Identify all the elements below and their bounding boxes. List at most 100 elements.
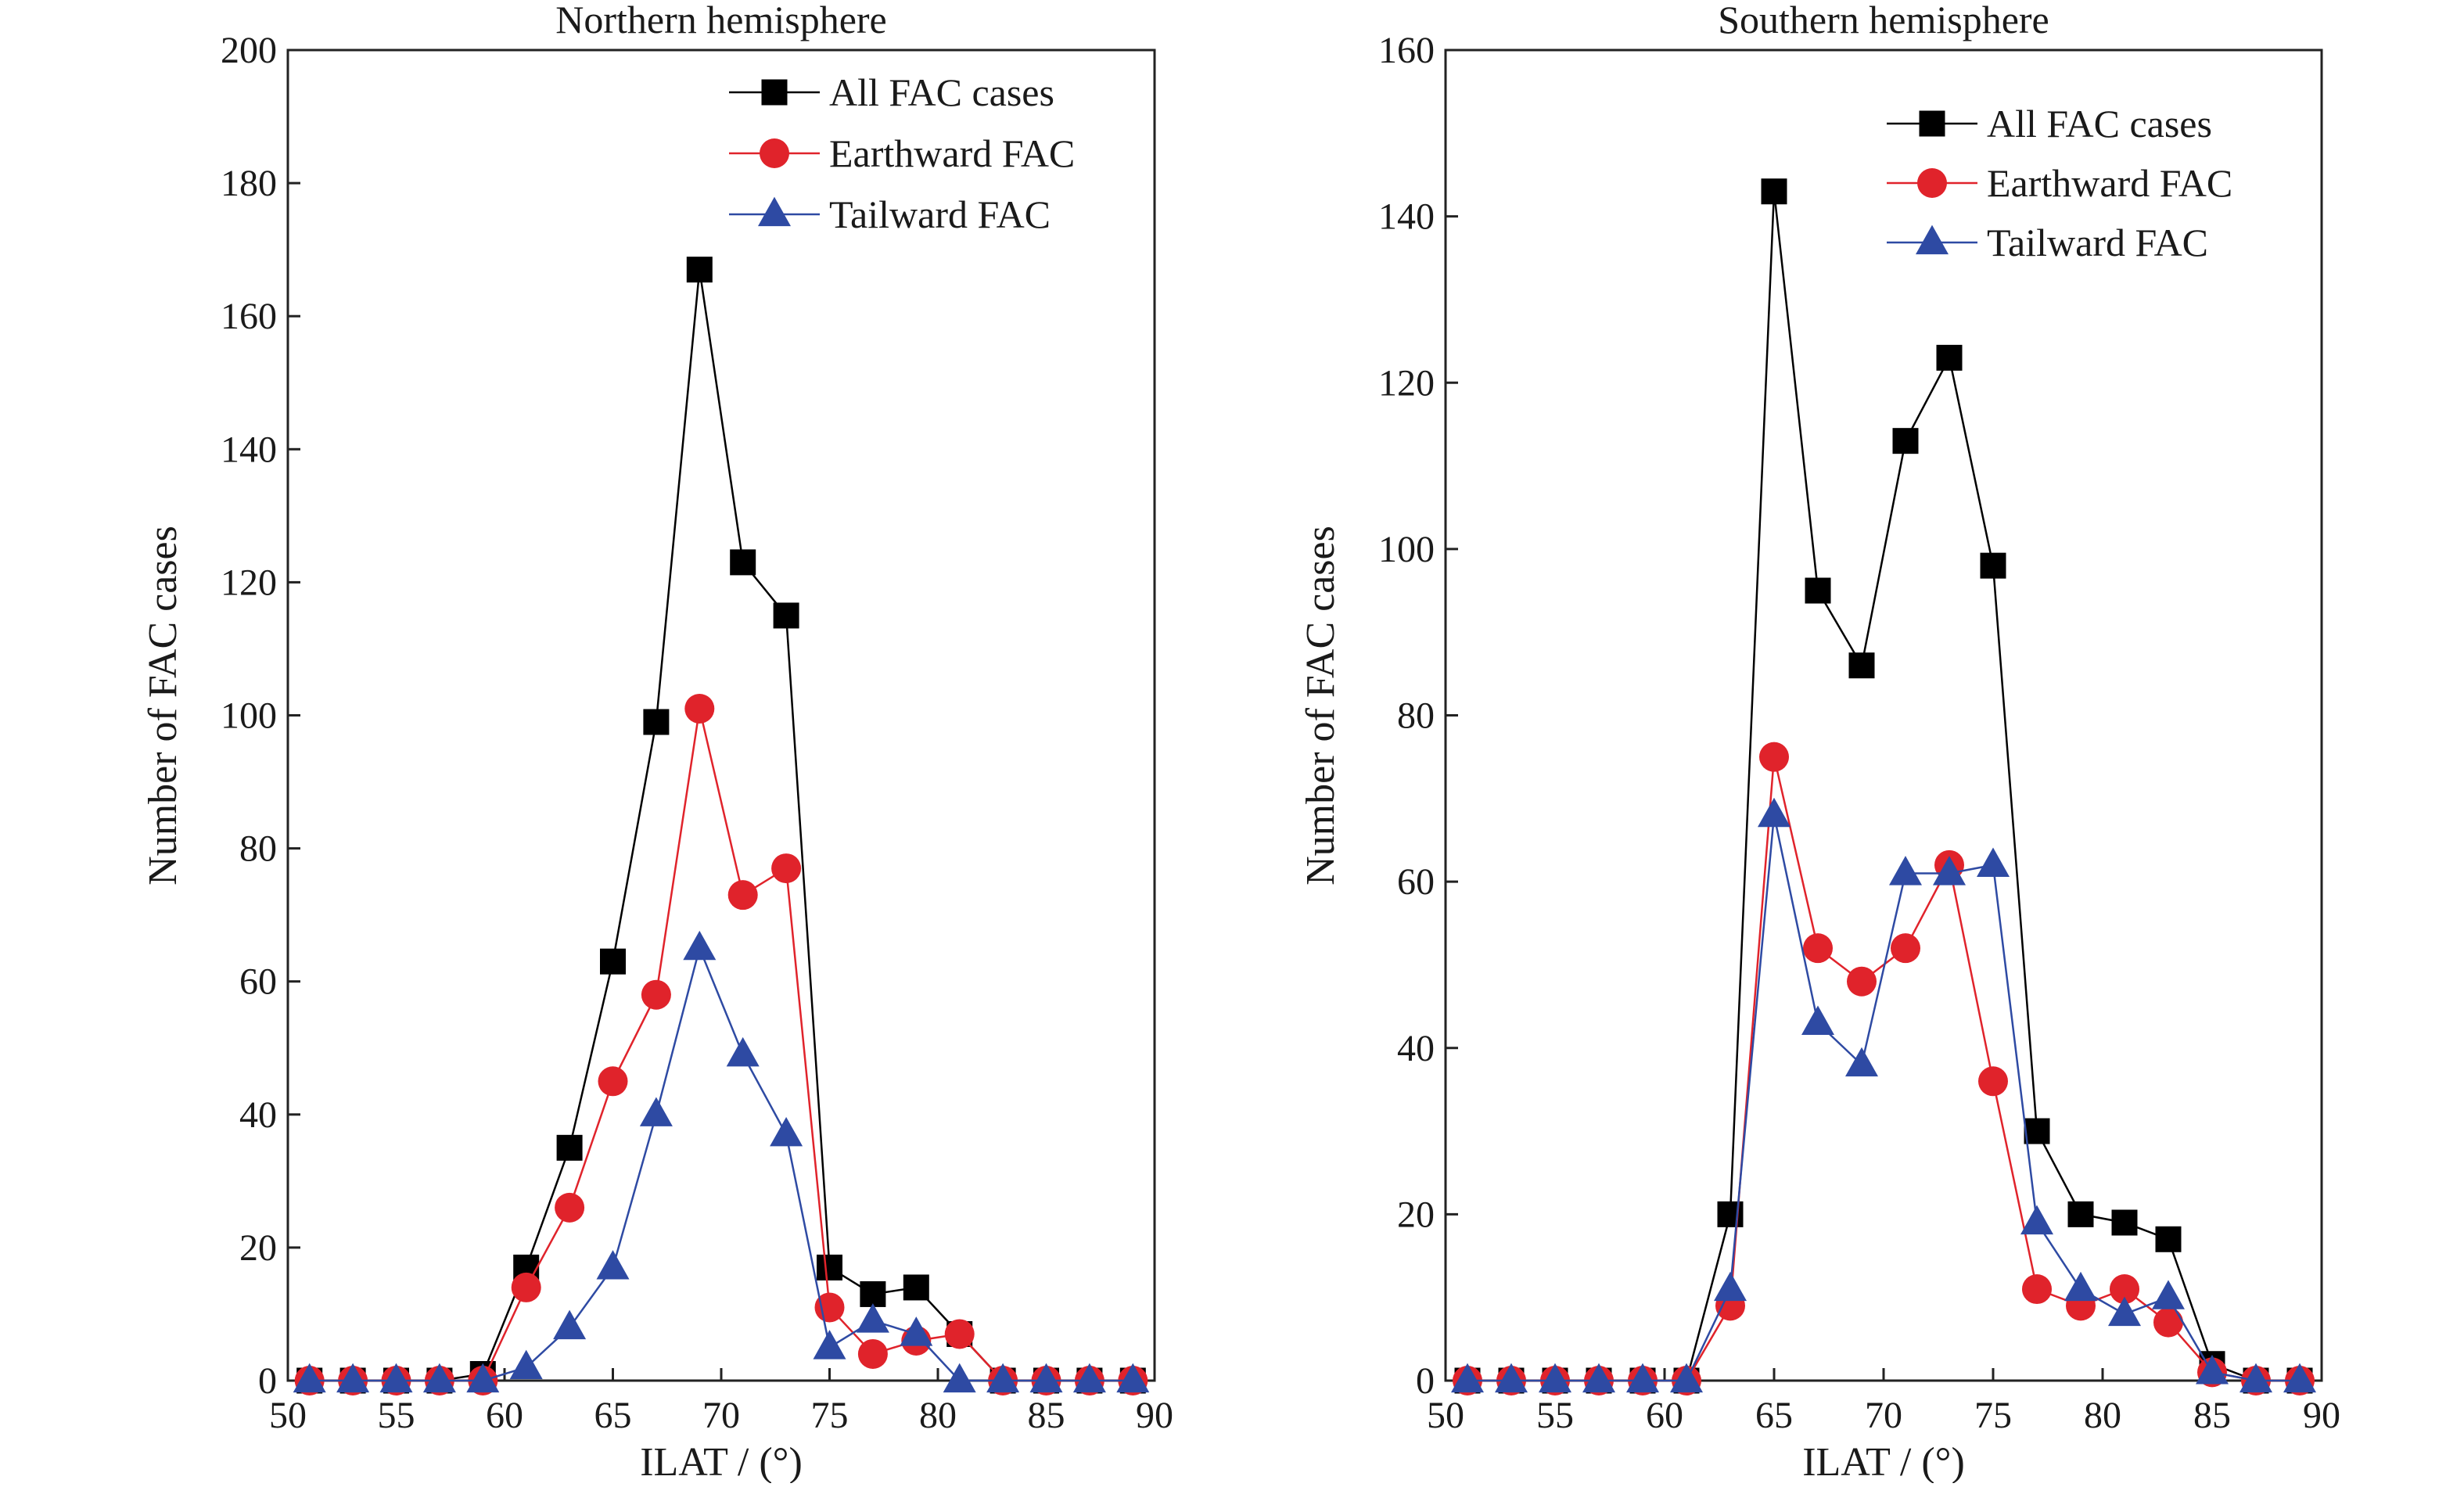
x-tick-label: 60 bbox=[1646, 1395, 1683, 1436]
y-tick-label: 100 bbox=[1378, 529, 1435, 570]
legend-marker bbox=[758, 196, 791, 227]
data-point bbox=[1539, 1363, 1571, 1393]
data-point bbox=[1977, 847, 2010, 877]
chart-title: Northern hemisphere bbox=[555, 0, 886, 41]
data-point bbox=[903, 1274, 929, 1301]
data-point bbox=[1717, 1201, 1744, 1227]
x-axis-label: ILAT / (°) bbox=[640, 1440, 803, 1483]
data-point bbox=[817, 1254, 842, 1280]
series-square bbox=[1454, 178, 2313, 1394]
legend-label: Earthward FAC bbox=[829, 131, 1075, 175]
data-point bbox=[2283, 1363, 2316, 1393]
y-tick-label: 40 bbox=[239, 1094, 277, 1136]
data-point bbox=[813, 1330, 846, 1359]
data-point bbox=[686, 257, 713, 283]
data-point bbox=[2153, 1307, 2183, 1338]
data-point bbox=[2022, 1274, 2052, 1305]
x-tick-label: 80 bbox=[919, 1395, 957, 1436]
y-tick-label: 80 bbox=[1397, 695, 1435, 737]
y-tick-label: 180 bbox=[221, 163, 277, 204]
data-point bbox=[509, 1349, 543, 1380]
data-point bbox=[2024, 1118, 2050, 1144]
data-point bbox=[1805, 577, 1831, 604]
data-point bbox=[683, 930, 717, 961]
legend-marker bbox=[761, 79, 788, 106]
y-tick-label: 140 bbox=[221, 429, 277, 470]
data-point bbox=[2111, 1209, 2138, 1236]
legend-marker bbox=[760, 138, 789, 168]
data-point bbox=[1891, 933, 1920, 964]
data-point bbox=[1761, 178, 1787, 205]
series-triangle bbox=[293, 930, 1150, 1393]
y-tick-label: 0 bbox=[1416, 1360, 1435, 1402]
legend: All FAC cases Earthward FAC Tailward FAC bbox=[1887, 102, 2232, 264]
data-point bbox=[1933, 856, 1966, 885]
series-line bbox=[309, 708, 1133, 1382]
data-point bbox=[639, 1097, 673, 1126]
data-point bbox=[856, 1303, 889, 1333]
series-triangle bbox=[1451, 797, 2316, 1393]
x-tick-label: 85 bbox=[1028, 1395, 1065, 1436]
data-point bbox=[2020, 1205, 2053, 1235]
legend: All FAC cases Earthward FAC Tailward FAC bbox=[729, 70, 1075, 236]
data-point bbox=[1116, 1363, 1150, 1393]
series-square bbox=[296, 257, 1146, 1394]
x-tick-label: 55 bbox=[1536, 1395, 1574, 1436]
data-point bbox=[511, 1272, 541, 1302]
data-point bbox=[2155, 1226, 2182, 1252]
data-point bbox=[1670, 1363, 1703, 1393]
data-point bbox=[1892, 428, 1919, 454]
data-point bbox=[1936, 344, 1963, 371]
data-point bbox=[857, 1338, 888, 1369]
y-tick-label: 60 bbox=[239, 961, 277, 1003]
y-tick-label: 160 bbox=[221, 296, 277, 337]
series-line bbox=[309, 945, 1133, 1382]
data-point bbox=[2110, 1274, 2139, 1305]
y-tick-label: 40 bbox=[1397, 1028, 1435, 1069]
data-point bbox=[2064, 1271, 2097, 1302]
x-tick-label: 55 bbox=[378, 1395, 415, 1436]
x-tick-label: 85 bbox=[2193, 1395, 2231, 1436]
x-tick-label: 50 bbox=[269, 1395, 307, 1436]
panel-southern: Southern hemisphere ILAT / (°) Number of… bbox=[1298, 0, 2340, 1485]
y-tick-label: 100 bbox=[221, 695, 277, 737]
x-tick-label: 75 bbox=[1974, 1395, 2012, 1436]
data-point bbox=[1978, 1066, 2008, 1097]
series-line bbox=[309, 269, 1133, 1382]
legend-label: Tailward FAC bbox=[1987, 221, 2208, 264]
data-point bbox=[730, 549, 756, 576]
data-point bbox=[1582, 1363, 1615, 1393]
series-line bbox=[1467, 191, 2300, 1382]
data-point bbox=[466, 1363, 500, 1393]
data-point bbox=[900, 1316, 933, 1346]
data-point bbox=[1626, 1363, 1659, 1393]
x-tick-label: 90 bbox=[1136, 1395, 1173, 1436]
x-axis-label: ILAT / (°) bbox=[1802, 1440, 1965, 1483]
data-point bbox=[1758, 797, 1791, 828]
x-tick-label: 50 bbox=[1427, 1395, 1464, 1436]
data-point bbox=[1848, 652, 1875, 679]
x-tick-label: 65 bbox=[594, 1395, 632, 1436]
data-point bbox=[727, 880, 758, 911]
y-tick-label: 120 bbox=[1378, 362, 1435, 404]
data-point bbox=[860, 1280, 886, 1307]
data-point bbox=[643, 709, 670, 735]
data-point bbox=[1847, 966, 1877, 997]
data-point bbox=[1845, 1047, 1878, 1077]
y-tick-label: 140 bbox=[1378, 196, 1435, 238]
y-tick-label: 160 bbox=[1378, 30, 1435, 71]
legend-marker bbox=[1916, 224, 1949, 255]
data-point bbox=[1801, 1005, 1834, 1035]
data-point bbox=[770, 1116, 803, 1147]
x-tick-label: 65 bbox=[1755, 1395, 1793, 1436]
data-point bbox=[771, 853, 802, 884]
data-point bbox=[1803, 933, 1833, 964]
data-point bbox=[943, 1363, 976, 1393]
y-tick-label: 200 bbox=[221, 30, 277, 71]
data-point bbox=[944, 1319, 975, 1349]
data-point bbox=[1029, 1363, 1063, 1393]
x-tick-label: 70 bbox=[702, 1395, 740, 1436]
legend-label: All FAC cases bbox=[1987, 102, 2212, 145]
data-point bbox=[293, 1363, 326, 1393]
